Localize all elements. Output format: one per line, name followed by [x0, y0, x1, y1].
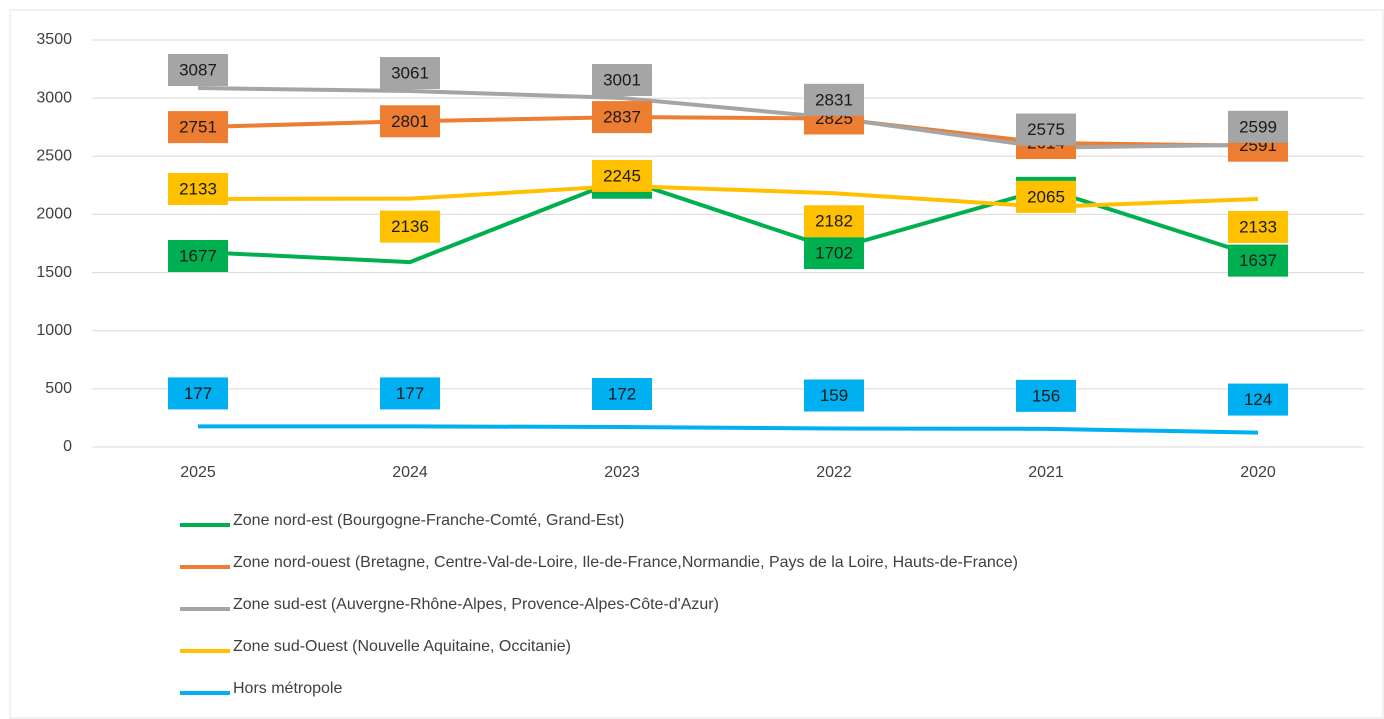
data-label: 1637 — [1239, 251, 1277, 270]
y-tick-label: 2000 — [36, 206, 72, 223]
y-tick-label: 500 — [45, 380, 72, 397]
label-box — [804, 205, 864, 238]
y-tick-label: 1000 — [36, 322, 72, 339]
x-tick-label: 2022 — [816, 464, 852, 481]
y-tick-label: 3500 — [36, 31, 72, 48]
data-label: 2831 — [815, 90, 853, 109]
label-box — [804, 237, 864, 270]
label-box — [168, 239, 228, 272]
data-label: 3001 — [603, 71, 641, 90]
label-box — [1016, 180, 1076, 213]
data-label: 2136 — [391, 217, 429, 236]
data-label: 2575 — [1027, 120, 1065, 139]
legend-label: Hors métropole — [233, 680, 342, 697]
y-tick-label: 3000 — [36, 89, 72, 106]
legend-label: Zone nord-ouest (Bretagne, Centre-Val-de… — [233, 554, 1018, 571]
data-label: 177 — [396, 384, 424, 403]
label-box — [380, 57, 440, 90]
data-label: 2182 — [815, 212, 853, 231]
data-label: 159 — [820, 386, 848, 405]
legend-label: Zone sud-Ouest (Nouvelle Aquitaine, Occi… — [233, 638, 571, 655]
data-label: 2801 — [391, 112, 429, 131]
data-label: 2065 — [1027, 187, 1065, 206]
data-label: 2751 — [179, 118, 217, 137]
series-line — [197, 115, 1259, 148]
x-tick-label: 2025 — [180, 464, 216, 481]
series-line — [197, 183, 1259, 209]
data-label: 2133 — [1239, 217, 1277, 236]
series-line — [197, 176, 1259, 265]
chart-frame — [9, 9, 1384, 719]
x-tick-label: 2023 — [604, 464, 640, 481]
data-label: 172 — [608, 384, 636, 403]
label-box — [380, 377, 440, 410]
data-label: 2599 — [1239, 117, 1277, 136]
series-line — [198, 424, 1259, 435]
data-label: 3061 — [391, 64, 429, 83]
data-label: 2133 — [179, 179, 217, 198]
label-box — [1228, 210, 1288, 243]
label-box — [592, 377, 652, 410]
label-box — [1228, 383, 1288, 416]
x-tick-label: 2020 — [1240, 464, 1276, 481]
label-box — [592, 64, 652, 97]
legend-label: Zone nord-est (Bourgogne-Franche-Comté, … — [233, 512, 624, 529]
y-tick-label: 0 — [63, 438, 72, 455]
data-label: 177 — [184, 384, 212, 403]
label-box — [1228, 244, 1288, 277]
y-tick-label: 2500 — [36, 148, 72, 165]
label-box — [168, 172, 228, 205]
data-label: 1702 — [815, 244, 853, 263]
legend-label: Zone sud-est (Auvergne-Rhône-Alpes, Prov… — [233, 596, 719, 613]
data-label: 2837 — [603, 108, 641, 127]
label-box — [592, 159, 652, 192]
label-box — [380, 105, 440, 138]
label-box — [592, 101, 652, 134]
series-line — [197, 86, 1259, 150]
data-label: 2245 — [603, 166, 641, 185]
label-box — [168, 54, 228, 87]
label-box — [380, 210, 440, 243]
x-tick-label: 2021 — [1028, 464, 1064, 481]
data-label: 156 — [1032, 386, 1060, 405]
data-label: 1677 — [179, 246, 217, 265]
label-box — [1016, 113, 1076, 146]
label-box — [168, 111, 228, 144]
label-box — [168, 377, 228, 410]
x-tick-label: 2024 — [392, 464, 428, 481]
y-tick-label: 1500 — [36, 264, 72, 281]
label-box — [1016, 379, 1076, 412]
data-label: 124 — [1244, 390, 1272, 409]
data-label: 3087 — [179, 61, 217, 80]
label-box — [804, 83, 864, 116]
label-box — [1228, 110, 1288, 143]
label-box — [804, 379, 864, 412]
